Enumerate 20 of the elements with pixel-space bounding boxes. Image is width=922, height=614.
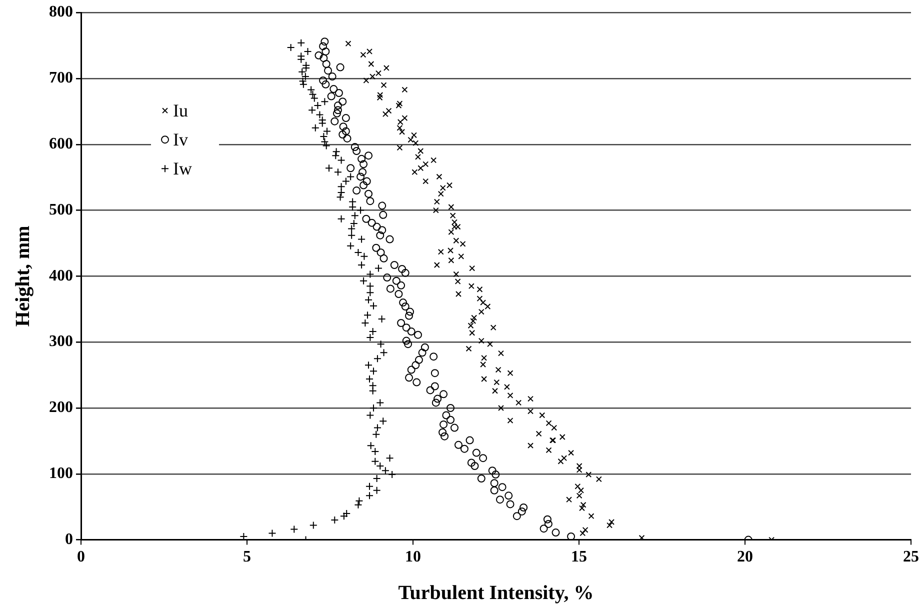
y-axis-title: Height, mm [12,225,34,327]
y-tick-label: 700 [49,70,73,87]
x-tick-label: 20 [737,548,753,566]
legend-label: Iw [173,158,192,178]
legend-label: Iu [173,100,188,120]
x-tick-label: 25 [903,548,919,566]
y-tick-label: 400 [49,267,73,284]
y-tick-label: 200 [49,399,73,416]
legend-label: Iv [173,129,188,150]
x-tick-label: 5 [243,548,251,566]
y-tick-label: 500 [49,201,73,218]
x-tick-label: 0 [77,548,85,566]
y-tick-label: 100 [49,465,73,482]
x-tick-label: 15 [571,548,587,566]
y-tick-label: 300 [49,333,73,350]
x-tick-label: 10 [405,548,421,566]
y-tick-label: 600 [49,136,73,153]
x-axis-title: Turbulent Intensity, % [398,582,594,604]
y-tick-label: 0 [65,530,73,548]
y-tick-label: 800 [49,4,73,21]
